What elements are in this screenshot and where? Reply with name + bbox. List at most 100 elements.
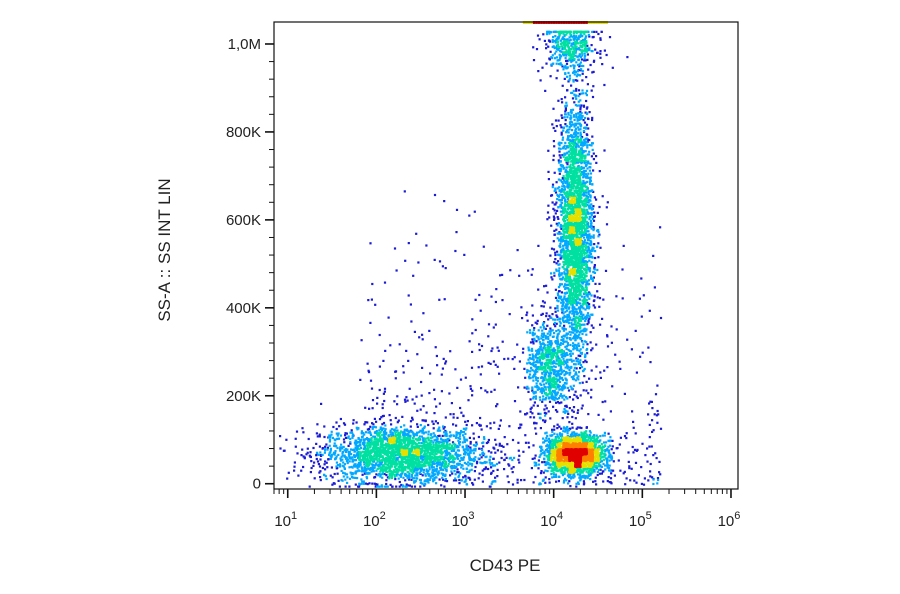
event-dot (590, 203, 593, 206)
event-dot (563, 306, 567, 309)
event-dot (377, 464, 380, 468)
event-dot (572, 123, 575, 126)
event-dot (339, 446, 342, 449)
event-dot (346, 448, 349, 451)
event-dot (581, 153, 584, 156)
event-dot (564, 182, 567, 185)
event-dot (548, 353, 551, 356)
event-dot (438, 441, 441, 444)
event-dot (562, 188, 565, 191)
event-dot (568, 480, 571, 483)
event-dot (547, 410, 550, 413)
event-dot (556, 43, 560, 46)
event-dot (468, 453, 471, 456)
event-dot (449, 465, 452, 468)
event-dot (379, 430, 382, 433)
event-dot (599, 56, 602, 59)
event-dot (438, 459, 441, 462)
event-dot (376, 402, 379, 405)
event-dot (589, 256, 592, 259)
event-dot (328, 453, 331, 456)
event-dot (557, 300, 560, 303)
event-dot (566, 318, 569, 321)
event-dot (562, 337, 565, 341)
event-dot (470, 464, 473, 467)
event-dot (592, 70, 595, 73)
event-dot (526, 331, 529, 334)
event-dot (440, 472, 443, 475)
event-dot (577, 100, 580, 103)
event-dot (436, 457, 439, 460)
event-dot (444, 450, 447, 453)
event-dot (558, 425, 561, 428)
event-dot (544, 353, 547, 356)
event-dot (356, 454, 359, 457)
event-dot (310, 466, 313, 470)
event-dot (586, 312, 590, 315)
event-dot (351, 448, 354, 451)
event-dot (581, 241, 585, 245)
event-dot (438, 402, 441, 405)
event-dot (414, 474, 417, 477)
event-dot (573, 475, 576, 478)
event-dot (621, 297, 624, 300)
event-dot (435, 482, 438, 485)
event-dot (566, 130, 569, 133)
event-dot (341, 452, 344, 455)
event-dot (568, 48, 571, 51)
event-dot (562, 266, 565, 269)
event-dot (553, 428, 556, 431)
event-dot (368, 446, 372, 449)
event-dot (554, 365, 557, 368)
event-dot (541, 400, 544, 403)
event-dot (574, 329, 577, 332)
event-dot (583, 59, 586, 62)
event-dot (373, 425, 376, 428)
event-dot (532, 358, 535, 361)
event-dot (552, 473, 556, 476)
event-dot (593, 264, 596, 267)
event-dot (564, 180, 567, 183)
event-dot (444, 416, 447, 419)
event-dot (550, 63, 553, 66)
event-dot (579, 61, 582, 64)
event-dot (591, 118, 594, 122)
event-dot (592, 468, 595, 471)
event-dot (560, 142, 563, 145)
event-dot (396, 429, 399, 432)
event-dot (524, 441, 528, 444)
event-dot (416, 438, 419, 441)
event-dot (530, 366, 533, 369)
event-dot (584, 289, 587, 292)
event-dot (558, 198, 561, 201)
event-dot (468, 340, 471, 343)
event-dot (581, 474, 584, 477)
event-dot (467, 461, 470, 464)
event-dot (566, 176, 569, 179)
event-dot (542, 389, 545, 392)
event-dot (563, 292, 566, 295)
event-dot (413, 447, 416, 450)
event-dot (642, 294, 645, 297)
event-dot (319, 458, 322, 461)
event-dot (371, 407, 374, 410)
event-dot (394, 416, 397, 420)
event-dot (366, 483, 369, 486)
event-dot (603, 441, 606, 444)
event-dot (420, 380, 423, 384)
event-dot (576, 153, 579, 156)
event-dot (543, 370, 546, 373)
event-dot (591, 30, 594, 33)
event-dot (591, 347, 594, 350)
event-dot (375, 437, 378, 440)
event-dot (588, 297, 591, 300)
event-dot (555, 440, 559, 443)
event-dot (640, 315, 643, 318)
event-dot (382, 392, 385, 395)
event-dot (574, 321, 577, 324)
event-dot (556, 304, 559, 308)
event-dot (336, 464, 339, 467)
event-dot (438, 298, 441, 301)
event-dot (594, 282, 597, 285)
event-dot (467, 452, 470, 455)
